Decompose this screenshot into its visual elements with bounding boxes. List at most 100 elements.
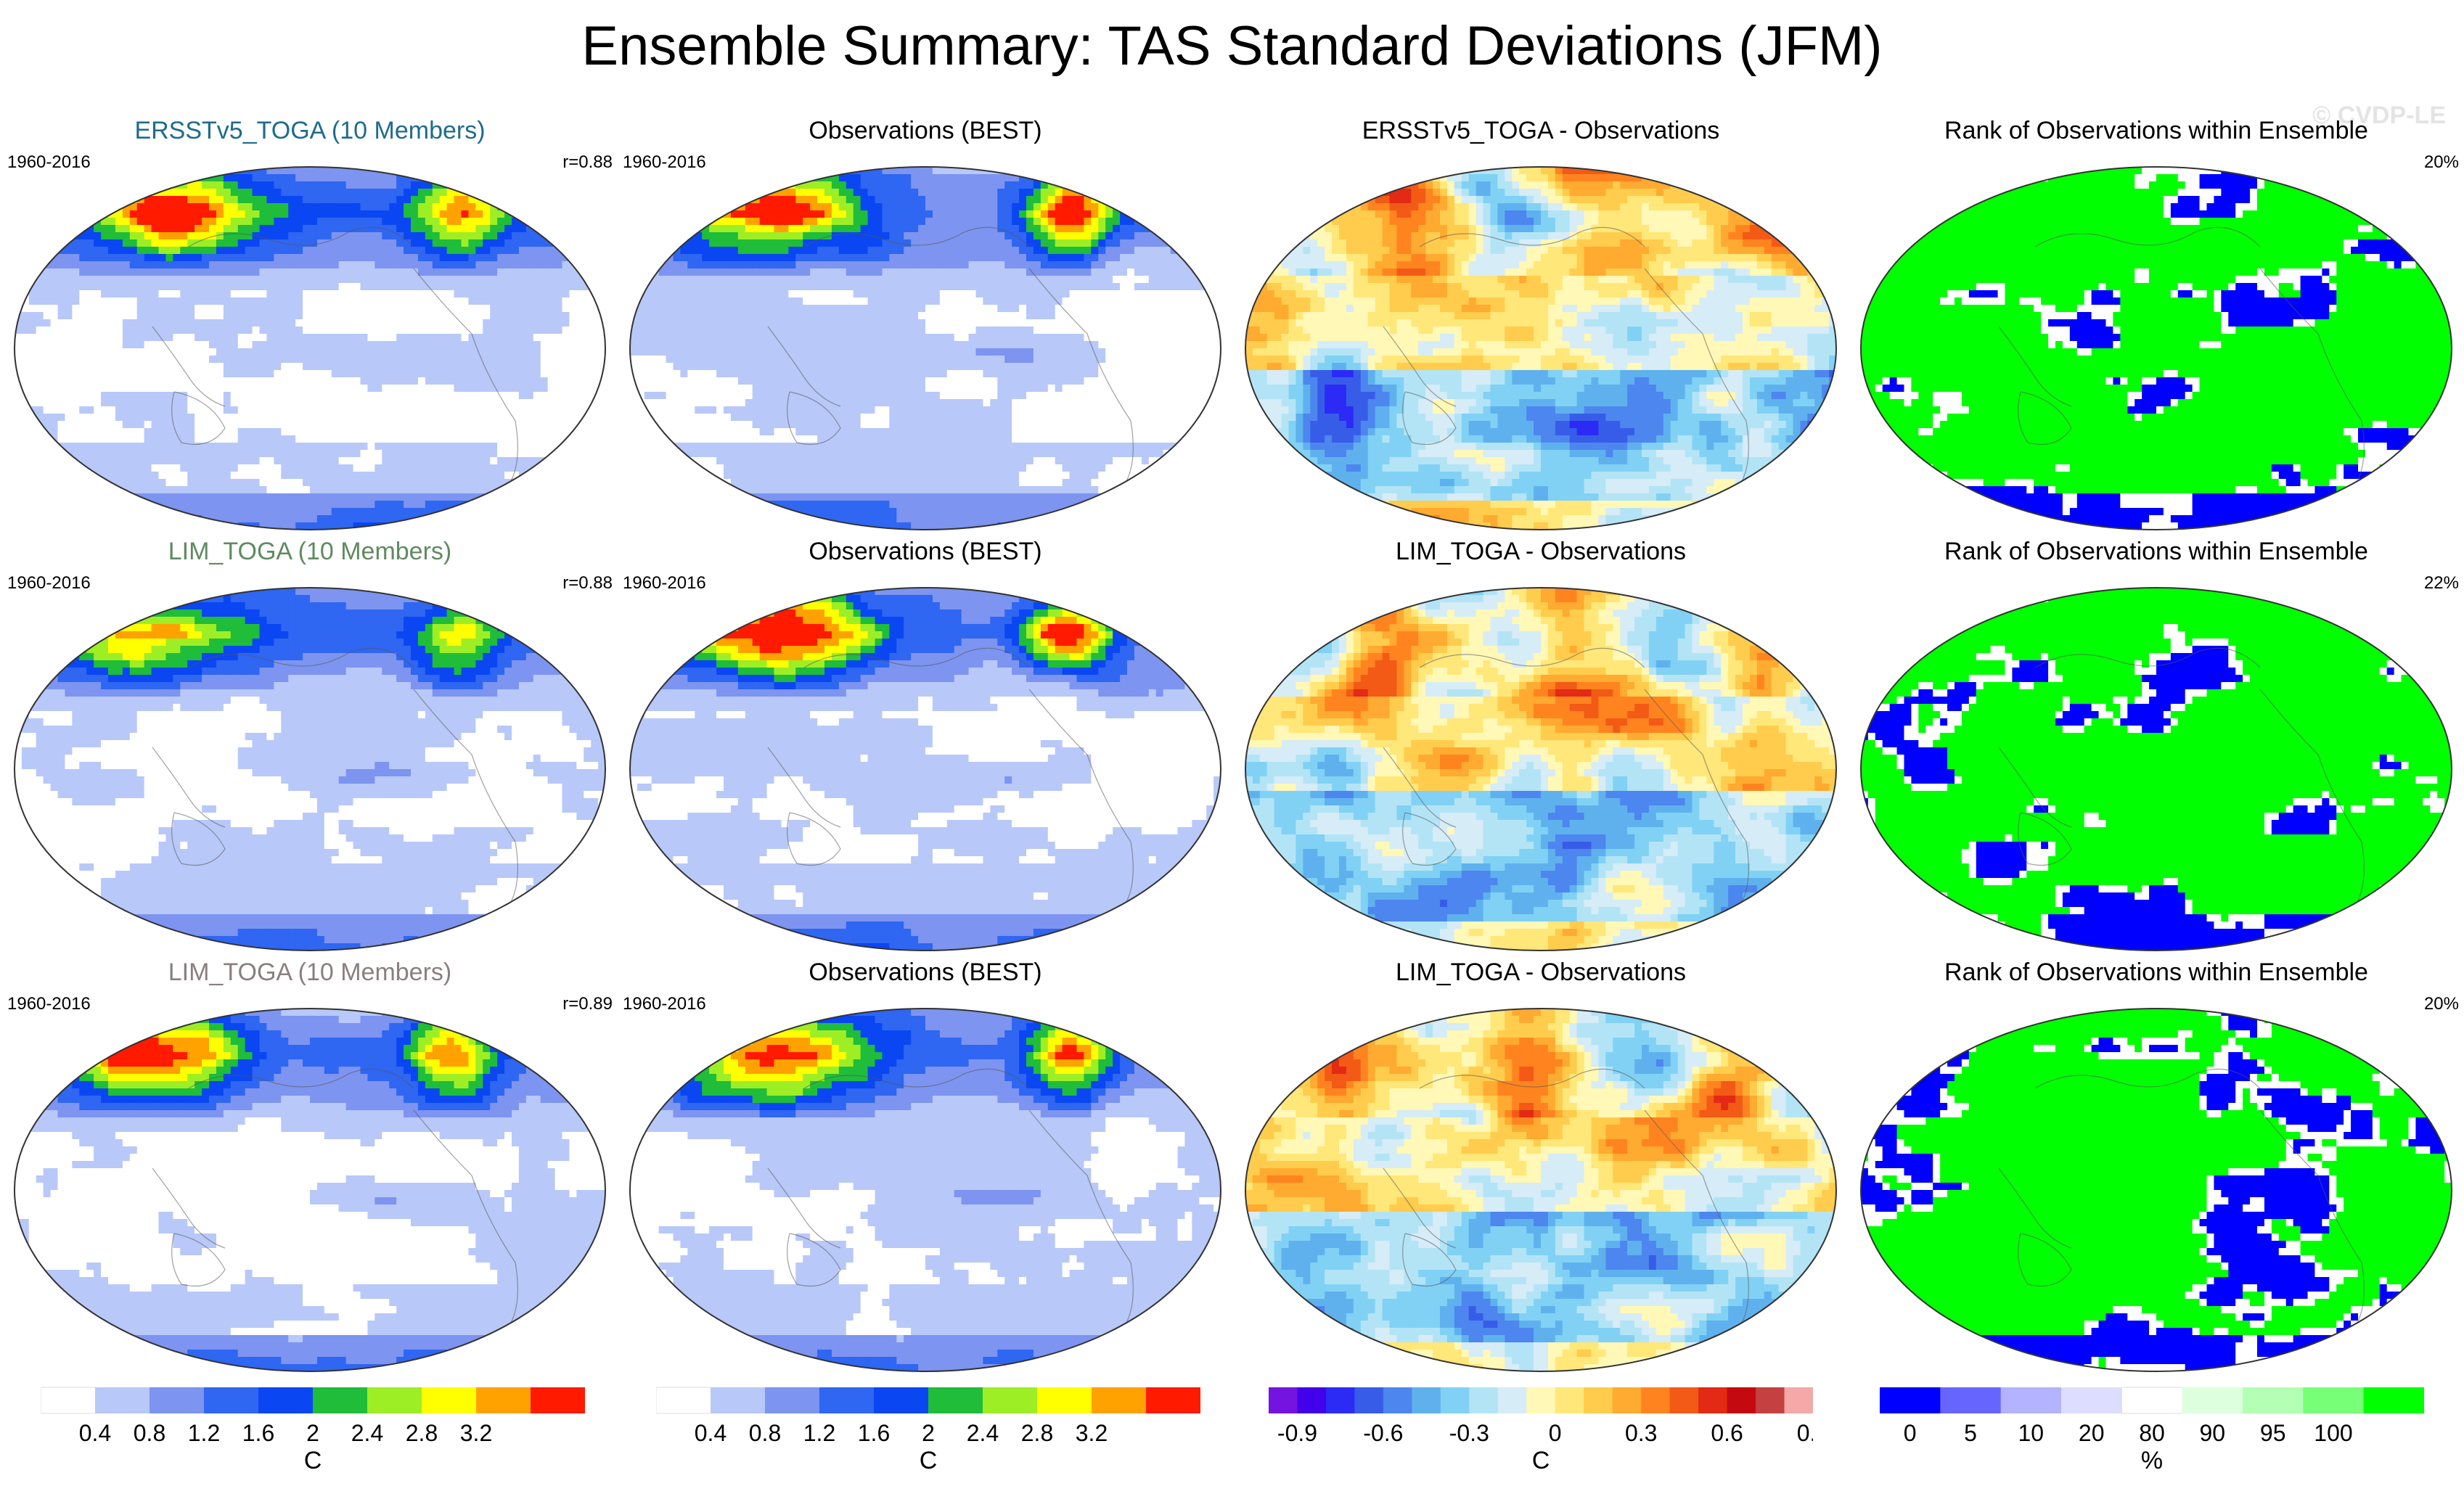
- map-cell: [630, 196, 631, 204]
- map-cell: [547, 406, 556, 414]
- map-cell: [216, 406, 224, 414]
- map-cell: [122, 305, 131, 313]
- map-cell: [525, 327, 534, 334]
- map-cell: [274, 385, 282, 393]
- map-cell: [911, 189, 919, 197]
- map-cell: [15, 414, 22, 422]
- map-cell: [324, 276, 332, 284]
- map-cell: [266, 428, 274, 436]
- map-cell: [504, 327, 512, 334]
- map-cell: [281, 189, 289, 197]
- map-cell: [353, 305, 361, 313]
- map-cell: [569, 530, 577, 537]
- map-cell: [440, 530, 448, 537]
- map-cell: [1163, 181, 1171, 189]
- map-cell: [331, 319, 340, 327]
- map-cell: [310, 370, 318, 378]
- map-cell: [584, 399, 592, 407]
- map-cell: [525, 174, 534, 182]
- map-cell: [79, 239, 87, 247]
- map-cell: [50, 414, 59, 422]
- map-cell: [353, 210, 361, 218]
- map-cell: [21, 167, 30, 175]
- map-cell: [598, 167, 605, 175]
- map-cell: [853, 181, 861, 189]
- map-cell: [353, 377, 361, 385]
- map-cell: [569, 290, 577, 298]
- map-cell: [94, 276, 102, 284]
- map-cell: [576, 181, 584, 189]
- map-cell: [79, 457, 87, 465]
- map-cell: [43, 232, 52, 240]
- map-cell: [353, 450, 361, 458]
- map-cell: [122, 239, 131, 247]
- map-cell: [382, 181, 390, 189]
- map-cell: [101, 305, 109, 313]
- map-cell: [332, 530, 340, 537]
- map-cell: [36, 312, 44, 320]
- map-cell: [533, 268, 541, 276]
- map-cell: [79, 232, 87, 240]
- map-cell: [591, 239, 599, 247]
- map-cell: [15, 406, 22, 414]
- map-cell: [461, 356, 470, 364]
- map-cell: [158, 356, 167, 364]
- map-cell: [101, 167, 109, 168]
- map-cell: [454, 305, 462, 313]
- map-cell: [129, 399, 138, 407]
- map-cell: [504, 457, 512, 465]
- map-cell: [946, 167, 955, 168]
- map-cell: [367, 493, 375, 501]
- map-cell: [173, 377, 181, 385]
- map-cell: [338, 428, 347, 436]
- map-cell: [1055, 167, 1063, 168]
- map-cell: [353, 348, 361, 356]
- map-cell: [396, 319, 404, 327]
- map-cell: [562, 370, 570, 378]
- map-cell: [439, 515, 448, 523]
- map-cell: [338, 239, 347, 247]
- map-cell: [425, 443, 433, 451]
- map-cell: [180, 450, 188, 458]
- map-cell: [115, 218, 123, 226]
- map-cell: [389, 486, 397, 494]
- map-cell: [65, 377, 73, 385]
- map-cell: [245, 196, 253, 204]
- map-cell: [345, 283, 354, 291]
- map-cell: [497, 414, 505, 422]
- map-cell: [353, 276, 361, 284]
- map-cell: [838, 203, 847, 211]
- map-cell: [1019, 181, 1027, 189]
- map-cell: [446, 406, 455, 414]
- map-cell: [439, 297, 448, 305]
- map-cell: [605, 472, 613, 480]
- map-cell: [338, 414, 347, 422]
- map-cell: [15, 181, 22, 189]
- map-cell: [94, 210, 102, 218]
- map-cell: [15, 334, 22, 342]
- map-cell: [345, 464, 354, 472]
- map-cell: [411, 486, 419, 494]
- map-cell: [367, 421, 375, 429]
- map-cell: [554, 363, 563, 371]
- map-cell: [990, 196, 998, 204]
- map-cell: [136, 167, 145, 175]
- map-cell: [122, 363, 131, 371]
- map-cell: [518, 501, 527, 509]
- map-cell: [598, 239, 605, 247]
- map-cell: [144, 334, 152, 342]
- map-cell: [288, 421, 296, 429]
- map-cell: [889, 167, 897, 168]
- map-cell: [115, 341, 123, 349]
- map-cell: [79, 385, 87, 393]
- map-cell: [975, 174, 984, 182]
- map-cell: [158, 167, 167, 168]
- map-cell: [1155, 196, 1164, 204]
- map-cell: [345, 450, 354, 458]
- map-cell: [525, 181, 534, 189]
- map-cell: [259, 261, 268, 269]
- map-cell: [151, 312, 160, 320]
- map-cell: [187, 218, 195, 226]
- map-cell: [605, 435, 613, 443]
- map-cell: [21, 348, 30, 356]
